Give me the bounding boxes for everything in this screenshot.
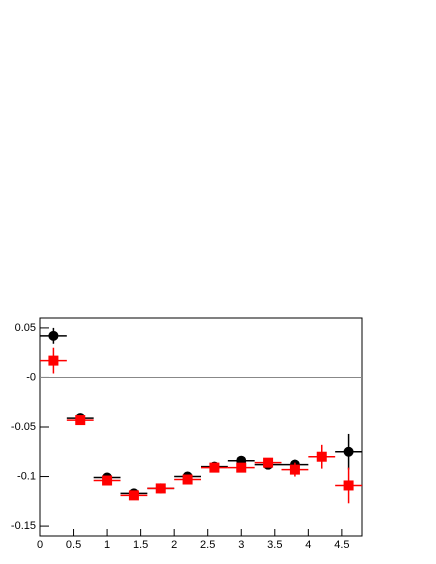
marker — [236, 462, 247, 473]
marker — [75, 415, 86, 426]
x-tick-label: 1 — [104, 539, 110, 551]
x-tick-label: 1.5 — [133, 539, 148, 551]
marker — [48, 330, 59, 341]
x-tick-label: 2 — [171, 539, 177, 551]
x-tick-label: 3 — [238, 539, 244, 551]
x-tick-label: 0.5 — [66, 539, 81, 551]
marker — [102, 475, 113, 486]
x-tick-label: 4 — [305, 539, 311, 551]
x-tick-label: 3.5 — [267, 539, 282, 551]
y-tick-label: -0.1 — [17, 470, 36, 482]
x-tick-label: 4.5 — [334, 539, 349, 551]
marker — [343, 446, 354, 457]
marker — [209, 462, 220, 473]
marker — [289, 464, 300, 475]
x-tick-label: 2.5 — [200, 539, 215, 551]
plot-frame — [39, 317, 363, 537]
y-tick-label: -0.15 — [11, 520, 36, 532]
y-tick-label: -0.05 — [11, 421, 36, 433]
y-tick-label: -0 — [26, 371, 36, 383]
marker — [263, 457, 274, 468]
marker — [182, 474, 193, 485]
marker — [316, 451, 327, 462]
marker — [155, 483, 166, 494]
marker — [343, 480, 354, 491]
marker — [48, 355, 59, 366]
x-tick-label: 0 — [37, 539, 43, 551]
y-tick-label: 0.05 — [15, 322, 36, 334]
marker — [128, 490, 139, 501]
